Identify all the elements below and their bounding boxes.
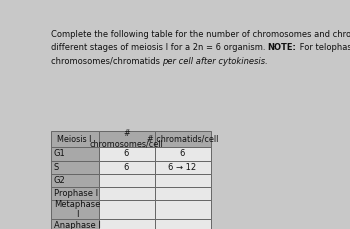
Bar <box>99 174 155 187</box>
Text: different stages of meiosis I for a 2n = 6 organism.: different stages of meiosis I for a 2n =… <box>50 43 268 52</box>
Text: Complete the following table for the number of chromosomes and chromatids: Complete the following table for the num… <box>50 30 350 39</box>
Bar <box>155 131 211 147</box>
Text: per cell after cytokinesis.: per cell after cytokinesis. <box>162 57 268 65</box>
Bar <box>155 219 211 229</box>
Bar <box>155 161 211 174</box>
Text: 6: 6 <box>124 163 129 172</box>
Text: #
chromosomes/cell: # chromosomes/cell <box>90 129 163 149</box>
Bar <box>50 147 99 161</box>
Text: Metaphase
I: Metaphase I <box>54 200 100 219</box>
Text: # chromatids/cell: # chromatids/cell <box>147 134 218 144</box>
Text: G2: G2 <box>54 176 65 185</box>
Bar <box>155 147 211 161</box>
Bar <box>99 131 155 147</box>
Text: 6: 6 <box>124 150 129 158</box>
Bar <box>99 161 155 174</box>
Bar <box>99 200 155 219</box>
Text: Meiosis I: Meiosis I <box>57 134 92 144</box>
Bar <box>50 161 99 174</box>
Bar <box>155 187 211 200</box>
Bar <box>50 131 99 147</box>
Text: NOTE:: NOTE: <box>268 43 296 52</box>
Text: 6: 6 <box>180 150 185 158</box>
Bar <box>99 219 155 229</box>
Text: For telophase, consider the number of: For telophase, consider the number of <box>296 43 350 52</box>
Text: 6 → 12: 6 → 12 <box>168 163 197 172</box>
Bar <box>155 200 211 219</box>
Text: chromosomes/chromatids: chromosomes/chromatids <box>50 57 162 65</box>
Text: Anaphase I: Anaphase I <box>54 221 101 229</box>
Bar <box>50 174 99 187</box>
Bar <box>155 174 211 187</box>
Bar <box>50 219 99 229</box>
Bar <box>50 187 99 200</box>
Text: Prophase I: Prophase I <box>54 189 98 198</box>
Text: S: S <box>54 163 59 172</box>
Bar <box>99 147 155 161</box>
Bar <box>99 187 155 200</box>
Bar <box>50 200 99 219</box>
Text: G1: G1 <box>54 150 65 158</box>
